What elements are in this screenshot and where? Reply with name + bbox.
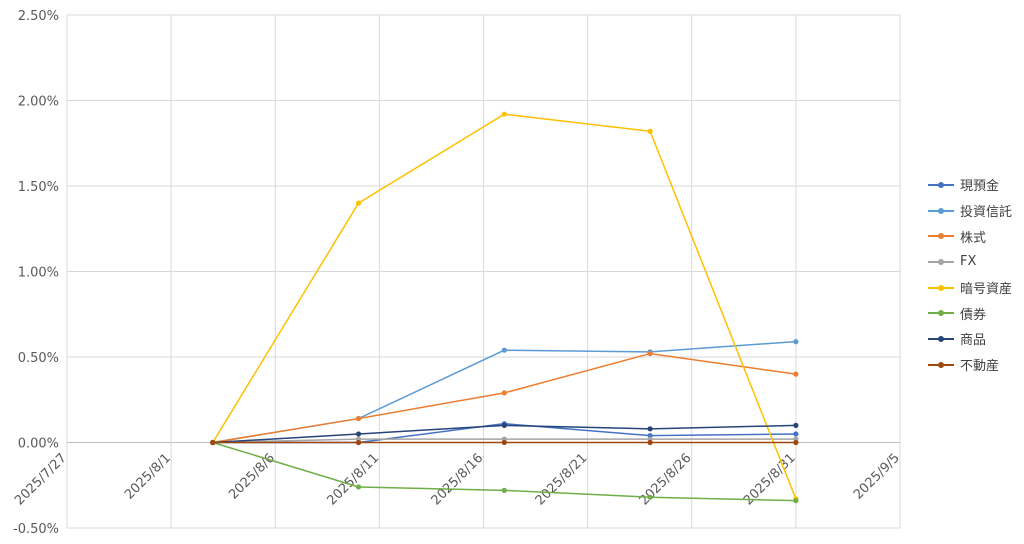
data-point [501,422,507,428]
data-point [355,439,362,446]
y-axis: -0.50% 0.00% 0.50% 1.00% 1.50% 2.00% 2.50% [13,9,59,537]
data-point [355,431,362,437]
x-tick-label: 2025/8/16 [429,451,487,509]
x-tick-label: 2025/8/26 [637,451,695,509]
legend-swatch [928,283,954,293]
data-point [647,128,653,134]
legend: 現預金投資信託株式 FX 暗号資産債券商品不動産 [928,172,1012,378]
data-point [793,339,799,345]
legend-label: 現預金 [960,179,1000,195]
data-point [501,439,507,446]
legend-swatch [928,257,954,267]
x-tick-label: 2025/8/21 [533,451,591,509]
data-point [501,390,507,396]
legend-swatch [928,180,954,190]
data-point [793,371,799,377]
x-tick-label: 2025/8/6 [226,451,278,503]
series-7 [210,439,799,446]
y-tick-label: 2.00% [18,95,59,110]
legend-label: 投資信託 [960,205,1013,221]
series-5 [210,439,799,504]
x-tick-label: 2025/8/1 [122,451,174,503]
legend-label: FX [960,254,977,270]
data-point [501,347,507,353]
y-tick-label: 0.00% [18,437,59,452]
legend-item: 現預金 [928,172,1012,198]
data-point [501,111,507,117]
series-2 [210,350,799,446]
grid-lines [66,14,901,529]
x-tick-label: 2025/9/5 [851,451,903,503]
y-tick-label: -0.50% [13,522,59,537]
data-point [501,487,507,493]
legend-item: 暗号資産 [928,275,1012,301]
legend-item: 株式 [928,223,1012,249]
data-point [647,439,653,446]
legend-item: 商品 [928,326,1012,352]
data-point [647,350,653,357]
legend-swatch [928,334,954,344]
legend-label: 不動産 [960,359,1000,375]
data-point [210,439,216,446]
data-point [355,484,362,490]
y-tick-label: 1.50% [18,180,59,195]
legend-swatch [928,308,954,318]
data-point [355,415,362,422]
legend-label: 債券 [960,307,987,323]
data-point [793,498,799,504]
legend-label: 株式 [960,230,987,246]
data-point [793,431,799,437]
legend-swatch [928,231,954,241]
data-point [647,494,653,500]
data-point [793,439,799,446]
legend-item: FX [928,249,1012,275]
legend-swatch [928,360,954,370]
y-tick-label: 2.50% [18,9,59,24]
series-line [212,352,796,444]
legend-item: 債券 [928,300,1012,326]
data-point [355,200,362,206]
legend-label: 商品 [960,333,987,349]
y-tick-label: 1.00% [18,266,59,281]
legend-swatch [928,206,954,216]
legend-item: 投資信託 [928,198,1012,224]
x-tick-label: 2025/7/27 [12,451,70,509]
data-point [647,426,653,432]
data-point [793,422,799,428]
y-tick-label: 0.50% [18,351,59,366]
series-layer [210,111,799,504]
legend-item: 不動産 [928,352,1012,378]
legend-label: 暗号資産 [960,282,1013,298]
